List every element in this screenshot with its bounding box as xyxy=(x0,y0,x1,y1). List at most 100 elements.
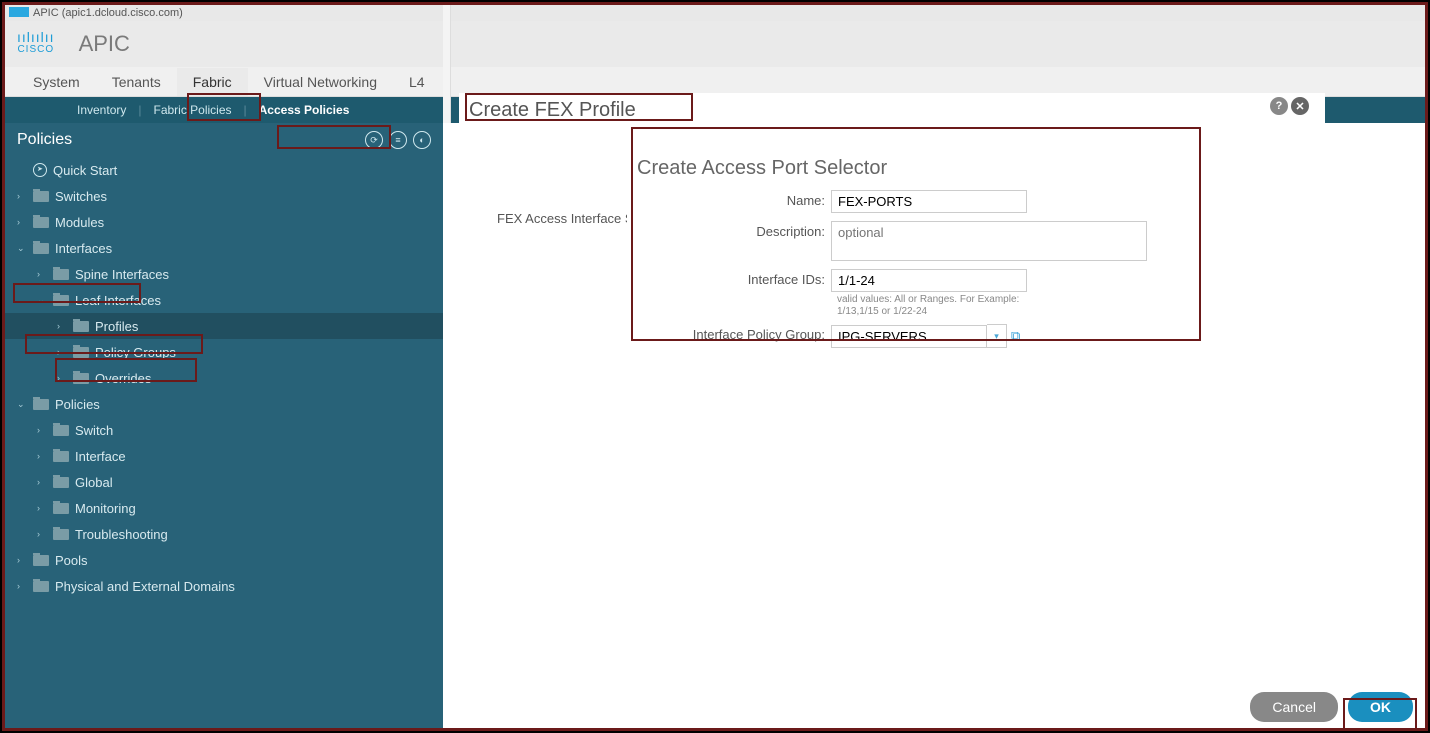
sidebar-action2-icon[interactable]: ≡ xyxy=(389,131,407,149)
tree-item-label: Troubleshooting xyxy=(75,527,168,542)
tree-item-policy-groups[interactable]: › Policy Groups xyxy=(5,339,443,365)
folder-icon xyxy=(53,425,69,436)
tree-item-interfaces[interactable]: ⌄ Interfaces xyxy=(5,235,443,261)
sidebar-action3-icon[interactable]: ◐ xyxy=(413,131,431,149)
quickstart-icon xyxy=(33,163,47,177)
tree-item-profiles[interactable]: ›Profiles xyxy=(5,313,443,339)
chevron-icon[interactable]: › xyxy=(17,581,27,591)
tree-item-label: Quick Start xyxy=(53,163,117,178)
tree-item-label: Policy Groups xyxy=(95,345,176,360)
chevron-icon[interactable]: › xyxy=(17,191,27,201)
subnav-inventory[interactable]: Inventory xyxy=(65,103,138,117)
nav-l4[interactable]: L4 xyxy=(393,68,441,96)
chevron-icon[interactable]: › xyxy=(37,425,47,435)
content-area: Create FEX Profile ? ✕ Des FEX Access In… xyxy=(443,123,1425,728)
nav-virtual-networking[interactable]: Virtual Networking xyxy=(248,68,393,96)
folder-icon xyxy=(33,243,49,254)
chevron-down-icon[interactable]: ▾ xyxy=(987,324,1007,348)
chevron-icon[interactable]: › xyxy=(57,373,67,383)
tree-item-label: Policies xyxy=(55,397,100,412)
folder-icon xyxy=(33,399,49,410)
tree-item-pools[interactable]: › Pools xyxy=(5,547,443,573)
sidebar-title: Policies xyxy=(17,131,72,149)
nav-fabric[interactable]: Fabric xyxy=(177,68,248,96)
folder-icon xyxy=(33,555,49,566)
folder-icon xyxy=(73,373,89,384)
label-description: Description: xyxy=(647,221,831,239)
nav-tenants[interactable]: Tenants xyxy=(96,68,177,96)
app-title: APIC xyxy=(79,31,130,57)
folder-icon xyxy=(53,529,69,540)
tree-item-spine-interfaces[interactable]: ›Spine Interfaces xyxy=(5,261,443,287)
input-description[interactable] xyxy=(831,221,1147,261)
chevron-icon[interactable]: › xyxy=(17,217,27,227)
chevron-icon[interactable]: › xyxy=(37,451,47,461)
tree-item-interface[interactable]: › Interface xyxy=(5,443,443,469)
hint-interface-ids: valid values: All or Ranges. For Example… xyxy=(837,294,1037,318)
tree-item-physical-and-external-domains[interactable]: › Physical and External Domains xyxy=(5,573,443,599)
chevron-icon[interactable]: › xyxy=(37,503,47,513)
help-icon[interactable]: ? xyxy=(1270,97,1288,115)
modal2-title: Create Access Port Selector xyxy=(627,151,1383,186)
tree-item-switches[interactable]: › Switches xyxy=(5,183,443,209)
modal-fex-profile: Create FEX Profile ? ✕ Des FEX Access In… xyxy=(459,93,1325,128)
tree-item-label: Interfaces xyxy=(55,241,112,256)
label-name: Name: xyxy=(647,190,831,208)
nav-tree: Quick Start › Switches › Modules ⌄ Interfaces ›… xyxy=(5,157,443,599)
chevron-icon[interactable]: › xyxy=(37,529,47,539)
folder-icon xyxy=(53,477,69,488)
tree-item-label: Monitoring xyxy=(75,501,136,516)
chevron-icon[interactable]: ⌄ xyxy=(17,243,27,254)
tree-item-policies[interactable]: ⌄ Policies xyxy=(5,391,443,417)
folder-icon xyxy=(53,295,69,306)
tree-item-modules[interactable]: › Modules xyxy=(5,209,443,235)
folder-icon xyxy=(33,217,49,228)
modal1-title: Create FEX Profile xyxy=(459,93,1325,128)
cisco-logo: ıılıılıı CISCO xyxy=(17,33,55,56)
tree-item-label: Switches xyxy=(55,189,107,204)
input-ipg[interactable] xyxy=(831,325,987,348)
tree-item-label: Physical and External Domains xyxy=(55,579,235,594)
tree-item-leaf-interfaces[interactable]: ⌄ Leaf Interfaces xyxy=(5,287,443,313)
window-titlebar: APIC (apic1.dcloud.cisco.com) xyxy=(5,5,1425,21)
label-fex: FEX Access Interface S xyxy=(497,211,634,226)
nav-system[interactable]: System xyxy=(17,68,96,96)
tree-item-global[interactable]: › Global xyxy=(5,469,443,495)
input-name[interactable] xyxy=(831,190,1027,213)
tree-item-monitoring[interactable]: › Monitoring xyxy=(5,495,443,521)
chevron-icon[interactable]: › xyxy=(57,321,67,331)
chevron-icon[interactable]: › xyxy=(17,555,27,565)
ok-button[interactable]: OK xyxy=(1348,692,1413,722)
tree-item-label: Interface xyxy=(75,449,126,464)
tree-item-quick-start[interactable]: Quick Start xyxy=(5,157,443,183)
cancel-button[interactable]: Cancel xyxy=(1250,692,1338,722)
folder-icon xyxy=(33,581,49,592)
input-interface-ids[interactable] xyxy=(831,269,1027,292)
folder-icon xyxy=(73,347,89,358)
tree-item-label: Modules xyxy=(55,215,104,230)
tree-item-label: Overrides xyxy=(95,371,151,386)
subnav-access-policies[interactable]: Access Policies xyxy=(247,103,362,117)
tree-item-troubleshooting[interactable]: › Troubleshooting xyxy=(5,521,443,547)
close-icon[interactable]: ✕ xyxy=(1291,97,1309,115)
tree-item-label: Pools xyxy=(55,553,88,568)
chevron-icon[interactable]: › xyxy=(37,269,47,279)
sidebar-action1-icon[interactable]: ⟳ xyxy=(365,131,383,149)
modal-access-port-selector: Create Access Port Selector ? ✕ Name: De… xyxy=(627,151,1383,363)
chevron-icon[interactable]: › xyxy=(37,477,47,487)
chevron-icon[interactable]: ⌄ xyxy=(17,399,27,410)
label-interface-ids: Interface IDs: xyxy=(647,269,831,287)
tree-item-overrides[interactable]: › Overrides xyxy=(5,365,443,391)
subnav-fabric-policies[interactable]: Fabric Policies xyxy=(141,103,243,117)
tree-item-label: Switch xyxy=(75,423,113,438)
label-ipg: Interface Policy Group: xyxy=(647,324,831,342)
chevron-icon[interactable]: › xyxy=(57,347,67,357)
folder-icon xyxy=(53,269,69,280)
chevron-icon[interactable]: ⌄ xyxy=(37,295,47,306)
sidebar: Policies ⟳ ≡ ◐ Quick Start › Switches › Modu… xyxy=(5,123,443,728)
app-header: ıılıılıı CISCO APIC xyxy=(5,21,1425,67)
tree-item-label: Global xyxy=(75,475,113,490)
tree-item-label: Leaf Interfaces xyxy=(75,293,161,308)
tree-item-switch[interactable]: › Switch xyxy=(5,417,443,443)
external-link-icon[interactable]: ⧉ xyxy=(1011,328,1027,344)
